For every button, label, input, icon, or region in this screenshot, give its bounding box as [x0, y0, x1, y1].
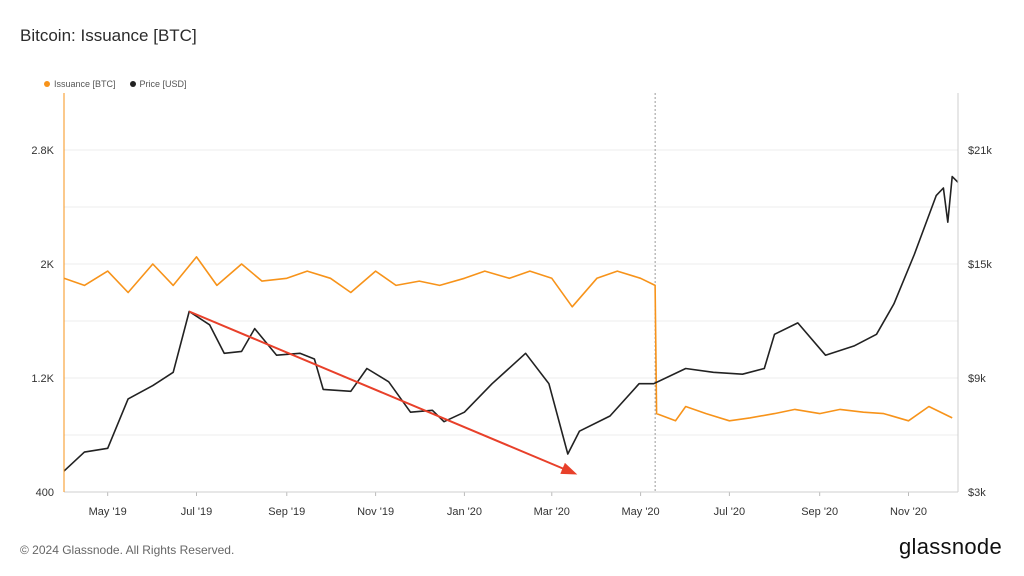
- y-left-tick-label: 2K: [41, 259, 55, 271]
- glassnode-logo: glassnode: [899, 534, 1002, 559]
- legend-price-label: Price [USD]: [139, 79, 187, 89]
- y-right-tick-label: $21k: [968, 145, 992, 157]
- x-tick-label: Sep '19: [268, 506, 305, 518]
- x-tick-label: Mar '20: [534, 506, 570, 518]
- y-left-tick-label: 1.2K: [31, 373, 54, 385]
- legend-item-price[interactable]: Price [USD]: [129, 79, 187, 89]
- x-tick-label: Nov '19: [357, 506, 394, 518]
- legend-issuance-dot: [44, 81, 50, 87]
- x-tick-label: May '20: [621, 506, 659, 518]
- x-tick-label: Nov '20: [890, 506, 927, 518]
- y-right-tick-label: $3k: [968, 487, 986, 499]
- legend-price-dot: [129, 81, 136, 87]
- x-tick-label: Sep '20: [801, 506, 838, 518]
- legend-item-issuance[interactable]: Issuance [BTC]: [44, 79, 116, 89]
- y-left-tick-label: 400: [36, 487, 54, 499]
- legend: Issuance [BTC] Price [USD]: [44, 79, 187, 89]
- chart-title: Bitcoin: Issuance [BTC]: [20, 26, 197, 45]
- y-left-tick-label: 2.8K: [31, 145, 54, 157]
- axes: 400 1.2K 2K 2.8K $3k $9k $15k $21k May '19 Jul '1…: [31, 93, 992, 518]
- grid-lines: [64, 149, 958, 493]
- plot-area: [63, 93, 959, 492]
- y-right-tick-label: $15k: [968, 259, 992, 271]
- x-tick-label: May '19: [89, 506, 127, 518]
- price-series-line: [63, 175, 959, 472]
- x-tick-label: Jul '19: [181, 506, 212, 518]
- issuance-series-line: [63, 256, 953, 422]
- trend-arrow: [188, 310, 578, 475]
- y-right-tick-label: $9k: [968, 373, 986, 385]
- x-tick-label: Jul '20: [714, 506, 745, 518]
- legend-issuance-label: Issuance [BTC]: [54, 79, 116, 89]
- x-tick-label: Jan '20: [447, 506, 482, 518]
- copyright-text: © 2024 Glassnode. All Rights Reserved.: [20, 543, 235, 557]
